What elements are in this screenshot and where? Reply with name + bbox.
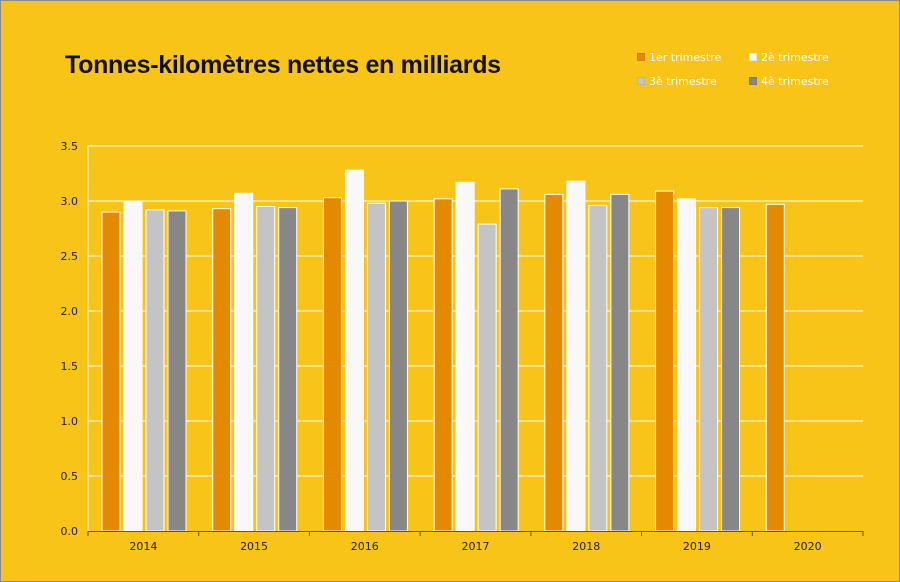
y-tick-label-1: 0.5 [61,470,79,483]
y-tick-label-2: 1.0 [61,415,79,428]
bar-2017-q3 [477,223,497,532]
bar-2016-q3 [366,202,386,532]
bar-2014-q4 [167,210,187,532]
bar-2017-q4 [499,188,519,532]
bar-2019-q1 [655,190,675,532]
bar-2016-q4 [388,200,408,532]
bar-2015-q3 [256,206,276,532]
legend-label-q4: 4è trimestre [761,74,829,88]
x-tick-label-2019: 2019 [683,540,711,553]
y-tick-label-6: 3.0 [61,195,79,208]
y-tick-label-5: 2.5 [61,250,79,263]
bar-2016-q2 [344,169,364,532]
bar-2017-q1 [433,198,453,532]
x-tick-label-2020: 2020 [794,540,822,553]
bar-2014-q2 [123,201,143,532]
x-tick-label-2018: 2018 [572,540,600,553]
legend-item-q1: 1er trimestre [637,50,721,64]
x-tick-label-2015: 2015 [240,540,268,553]
bar-2018-q3 [588,204,608,532]
legend-label-q2: 2è trimestre [761,50,829,64]
bar-2019-q3 [699,207,719,532]
bar-2015-q1 [212,208,232,532]
y-tick-label-0: 0.0 [61,525,79,538]
x-tick-label-2017: 2017 [462,540,490,553]
legend-swatch-q4 [749,77,757,85]
bar-2018-q1 [544,193,564,532]
legend-swatch-q1 [637,53,645,61]
bar-2015-q2 [234,192,254,532]
bar-2020-q1 [765,203,785,532]
bar-2016-q1 [322,197,342,532]
bar-2018-q2 [566,180,586,532]
bar-2015-q4 [278,207,298,532]
x-tick-label-2016: 2016 [351,540,379,553]
y-tick-label-4: 2.0 [61,305,79,318]
legend-item-q3: 3è trimestre [637,74,717,88]
x-tick-label-2014: 2014 [129,540,157,553]
legend-swatch-q3 [637,77,645,85]
bar-2014-q1 [101,211,121,532]
y-tick-label-7: 3.5 [61,140,79,153]
chart-title: Tonnes-kilomètres nettes en milliards [65,51,501,79]
bar-2018-q4 [610,193,630,532]
bar-2014-q3 [145,209,165,532]
legend-item-q4: 4è trimestre [749,74,829,88]
bar-2017-q2 [455,181,475,532]
bar-2019-q2 [677,198,697,532]
legend-label-q1: 1er trimestre [649,50,722,64]
legend-item-q2: 2è trimestre [749,50,829,64]
legend-swatch-q2 [749,53,757,61]
bar-2019-q4 [721,207,741,532]
y-tick-label-3: 1.5 [61,360,79,373]
legend-label-q3: 3è trimestre [649,74,717,88]
